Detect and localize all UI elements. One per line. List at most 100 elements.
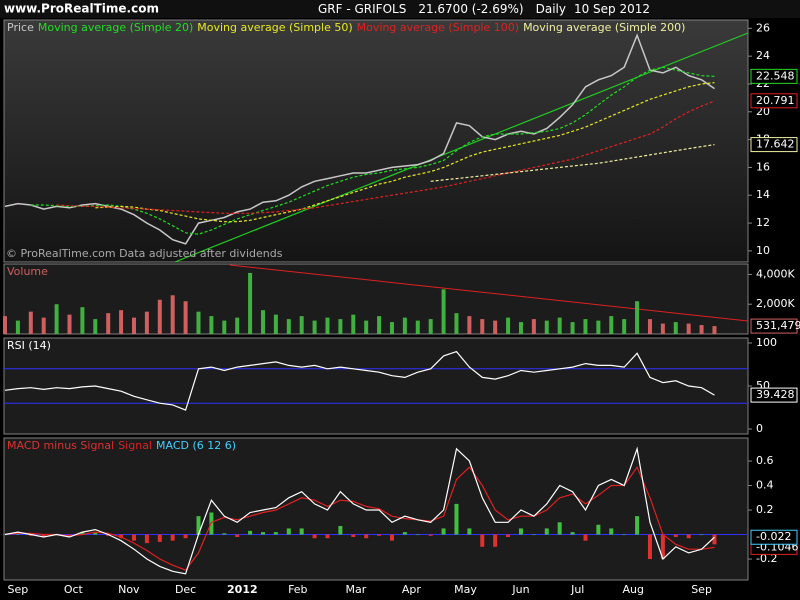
last-value: -0.022	[756, 530, 791, 543]
bar	[389, 322, 394, 334]
bar	[248, 530, 253, 535]
bar	[596, 524, 601, 535]
y-tick-label: 4,000K	[756, 267, 795, 280]
bar	[299, 316, 304, 334]
legend-entry: MACD minus Signal	[7, 439, 114, 452]
bar	[325, 534, 330, 539]
bar	[170, 534, 175, 541]
value-box	[750, 529, 798, 545]
x-tick-label: Jun	[511, 583, 529, 596]
bar	[196, 311, 201, 334]
bar	[222, 320, 227, 334]
bar	[209, 316, 214, 334]
y-tick-label: 16	[756, 160, 770, 173]
series-line	[95, 82, 715, 223]
bar	[467, 528, 472, 535]
bar	[286, 528, 291, 535]
series-line	[56, 100, 715, 214]
bar	[389, 534, 394, 541]
bar	[67, 314, 72, 334]
x-tick-label: Oct	[64, 583, 84, 596]
legend: Volume	[7, 265, 48, 278]
legend: Price Moving average (Simple 20) Moving av…	[7, 21, 685, 34]
x-tick-label: Sep	[8, 583, 29, 596]
bar	[377, 534, 382, 536]
bar	[531, 319, 536, 334]
y-tick-label: 0.2	[756, 503, 774, 516]
bar	[493, 534, 498, 547]
bar	[428, 534, 433, 536]
bar	[402, 532, 407, 535]
bar	[106, 313, 111, 334]
value-box	[750, 387, 798, 403]
bar	[248, 272, 253, 334]
bar	[480, 534, 485, 547]
bar	[351, 534, 356, 537]
legend: RSI (14)	[7, 339, 51, 352]
bar	[544, 528, 549, 535]
bar	[41, 534, 46, 537]
bar	[260, 310, 265, 334]
bar	[338, 525, 343, 535]
bar	[712, 326, 717, 334]
bar	[93, 532, 98, 535]
y-tick-label: 100	[756, 336, 777, 349]
header-bar	[0, 0, 800, 18]
y-tick-label: 0.6	[756, 454, 774, 467]
header-info: GRF - GRIFOLS 21.6700 (-2.69%) Daily 10 Sep…	[318, 2, 650, 16]
bar	[338, 319, 343, 334]
bar	[325, 317, 330, 334]
bar	[80, 532, 85, 535]
y-tick-label: 26	[756, 21, 770, 34]
bar	[441, 289, 446, 334]
bar	[609, 528, 614, 535]
bar	[622, 319, 627, 334]
watermark: © ProRealTime.com Data adjusted after di…	[6, 247, 283, 260]
bar	[144, 311, 149, 334]
bar	[3, 534, 7, 536]
bar	[493, 320, 498, 334]
bar	[67, 534, 72, 536]
bar	[377, 316, 382, 334]
y-tick-label: -0.2	[756, 552, 777, 565]
bar	[673, 322, 678, 334]
value-box	[750, 68, 798, 84]
bar	[506, 317, 511, 334]
bar	[647, 534, 652, 560]
y-tick-label: 12	[756, 216, 770, 229]
bar	[312, 534, 317, 539]
bar	[80, 307, 85, 334]
bar	[351, 314, 356, 334]
bar	[415, 320, 420, 334]
price-panel	[3, 19, 749, 263]
value-box	[750, 93, 798, 109]
legend-entry: RSI (14)	[7, 339, 51, 352]
y-tick-label: 24	[756, 49, 770, 62]
bar	[583, 534, 588, 541]
bar	[673, 534, 678, 537]
series-line	[30, 66, 715, 235]
legend-entry: MACD (6 12 6)	[156, 439, 236, 452]
x-tick-label: Aug	[622, 583, 643, 596]
bar	[28, 534, 33, 536]
bar	[699, 325, 704, 334]
period: Daily	[536, 2, 566, 16]
legend: MACD minus Signal Signal MACD (6 12 6)	[7, 439, 236, 452]
series-line	[4, 33, 715, 245]
bar	[196, 516, 201, 535]
bar	[544, 320, 549, 334]
bar	[596, 320, 601, 334]
bar	[364, 534, 369, 539]
macd-panel	[3, 437, 749, 581]
bar	[364, 320, 369, 334]
series-line	[430, 144, 715, 182]
bar	[286, 319, 291, 334]
x-tick-label: Dec	[175, 583, 196, 596]
bar	[93, 319, 98, 334]
last-value: 17.642	[756, 138, 795, 151]
bar	[570, 532, 575, 535]
bar	[402, 317, 407, 334]
bar	[583, 319, 588, 334]
x-tick-label: Nov	[118, 583, 140, 596]
bar	[157, 299, 162, 334]
